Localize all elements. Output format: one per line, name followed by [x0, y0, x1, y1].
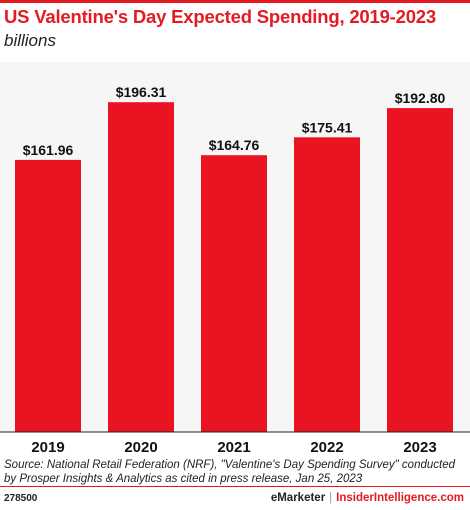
x-tick-label-2020: 2020 — [124, 439, 157, 456]
insider-intelligence-link[interactable]: InsiderIntelligence.com — [336, 492, 464, 504]
bar-2021 — [201, 155, 267, 433]
chart-subtitle: billions — [4, 31, 56, 50]
footer-rule — [0, 486, 470, 487]
top-accent-rule — [0, 0, 470, 3]
data-label-2022: $175.41 — [302, 119, 353, 135]
bar-chart: $161.96 2019 $196.31 2020 $164.76 2021 $175.41… — [0, 84, 470, 456]
source-note: Source: National Retail Federation (NRF)… — [4, 459, 455, 485]
bar-2023 — [387, 108, 453, 432]
bar-2020 — [108, 102, 174, 432]
emarketer-logo-text: eMarketer — [270, 492, 326, 504]
x-tick-label-2023: 2023 — [403, 439, 436, 456]
bar-2019 — [15, 159, 81, 432]
brand-footer: eMarketer | InsiderIntelligence.com — [271, 492, 464, 504]
brand-separator: | — [329, 492, 333, 504]
chart-title: US Valentine's Day Expected Spending, 20… — [4, 6, 436, 27]
x-tick-label-2022: 2022 — [310, 439, 343, 456]
data-label-2019: $161.96 — [23, 142, 74, 158]
data-label-2021: $164.76 — [209, 137, 260, 153]
bar-2022 — [294, 137, 360, 432]
data-label-2020: $196.31 — [116, 84, 167, 100]
data-label-2023: $192.80 — [395, 90, 446, 106]
x-tick-label-2019: 2019 — [31, 439, 64, 456]
chart-id: 278500 — [4, 493, 38, 504]
x-tick-label-2021: 2021 — [217, 439, 250, 456]
